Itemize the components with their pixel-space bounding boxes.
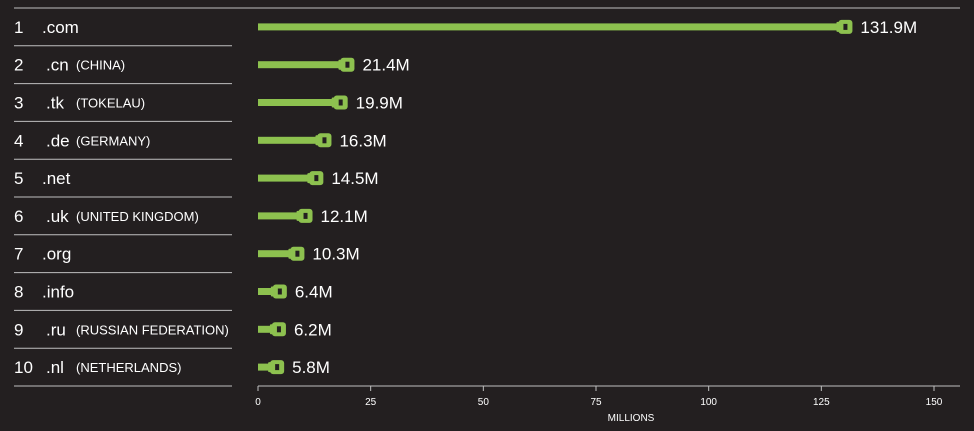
rank-label: 3	[14, 94, 23, 113]
rank-label: 5	[14, 169, 23, 188]
bar-plug-slot	[345, 61, 350, 68]
tld-label: .tk	[46, 94, 64, 113]
rank-label: 10	[14, 358, 33, 377]
country-label: (UNITED KINGDOM)	[76, 209, 199, 224]
bar-plug-slot	[322, 137, 327, 144]
bar-plug-collar	[296, 210, 301, 221]
x-tick-label: 125	[813, 397, 830, 408]
bar-plug-slot	[275, 364, 280, 371]
rank-label: 8	[14, 283, 23, 302]
country-label: (TOKELAU)	[76, 96, 145, 111]
bar-plug-slot	[338, 99, 343, 106]
x-tick-label: 50	[478, 397, 490, 408]
tld-label: .info	[42, 283, 74, 302]
rank-label: 1	[14, 18, 23, 37]
x-tick-label: 25	[365, 397, 377, 408]
value-bar	[258, 174, 310, 182]
x-tick-label: 0	[255, 397, 261, 408]
value-bar	[258, 23, 839, 31]
bar-plug-slot	[277, 288, 282, 295]
x-tick-label: 150	[926, 397, 943, 408]
value-label: 6.4M	[295, 283, 333, 302]
value-bar	[258, 61, 341, 69]
value-bar	[258, 250, 291, 258]
bar-plug-slot	[843, 23, 848, 30]
tld-label: .net	[42, 169, 71, 188]
bar-plug-collar	[338, 59, 343, 70]
x-axis-title: MILLIONS	[608, 413, 655, 424]
rank-label: 6	[14, 207, 23, 226]
bar-plug-collar	[288, 248, 293, 259]
country-label: (GERMANY)	[76, 133, 150, 148]
value-label: 19.9M	[356, 94, 403, 113]
bar-plug-collar	[331, 97, 336, 108]
country-label: (NETHERLANDS)	[76, 360, 181, 375]
tld-label: .org	[42, 245, 71, 264]
value-bar	[258, 363, 271, 371]
bar-plug-collar	[269, 324, 274, 335]
value-label: 16.3M	[339, 131, 386, 150]
rank-label: 7	[14, 245, 23, 264]
bar-plug-slot	[276, 326, 281, 333]
rank-label: 2	[14, 56, 23, 75]
value-label: 14.5M	[331, 169, 378, 188]
bar-plug-slot	[303, 212, 308, 219]
country-label: (RUSSIAN FEDERATION)	[76, 322, 229, 337]
x-tick-label: 100	[700, 397, 717, 408]
value-bar	[258, 288, 273, 295]
value-bar	[258, 136, 318, 144]
tld-label: .nl	[46, 358, 64, 377]
value-bar	[258, 212, 299, 220]
tld-label: .uk	[46, 207, 69, 226]
bar-plug-collar	[836, 21, 841, 32]
value-label: 6.2M	[294, 320, 332, 339]
bar-plug-collar	[270, 286, 275, 297]
value-label: 131.9M	[860, 18, 917, 37]
x-tick-label: 75	[590, 397, 602, 408]
value-bar	[258, 99, 334, 106]
rank-label: 9	[14, 320, 23, 339]
tld-label: .ru	[46, 320, 66, 339]
tld-label: .cn	[46, 56, 69, 75]
country-label: (CHINA)	[76, 58, 125, 73]
bar-plug-collar	[315, 135, 320, 146]
value-label: 12.1M	[321, 207, 368, 226]
value-label: 10.3M	[312, 245, 359, 264]
bar-plug-collar	[307, 173, 312, 184]
tld-label: .de	[46, 131, 70, 150]
bar-plug-slot	[295, 250, 300, 257]
value-bar	[258, 325, 272, 333]
tld-label: .com	[42, 18, 79, 37]
value-label: 5.8M	[292, 358, 330, 377]
bar-plug-slot	[314, 175, 319, 182]
value-label: 21.4M	[362, 56, 409, 75]
bar-plug-collar	[268, 362, 273, 373]
rank-label: 4	[14, 131, 23, 150]
